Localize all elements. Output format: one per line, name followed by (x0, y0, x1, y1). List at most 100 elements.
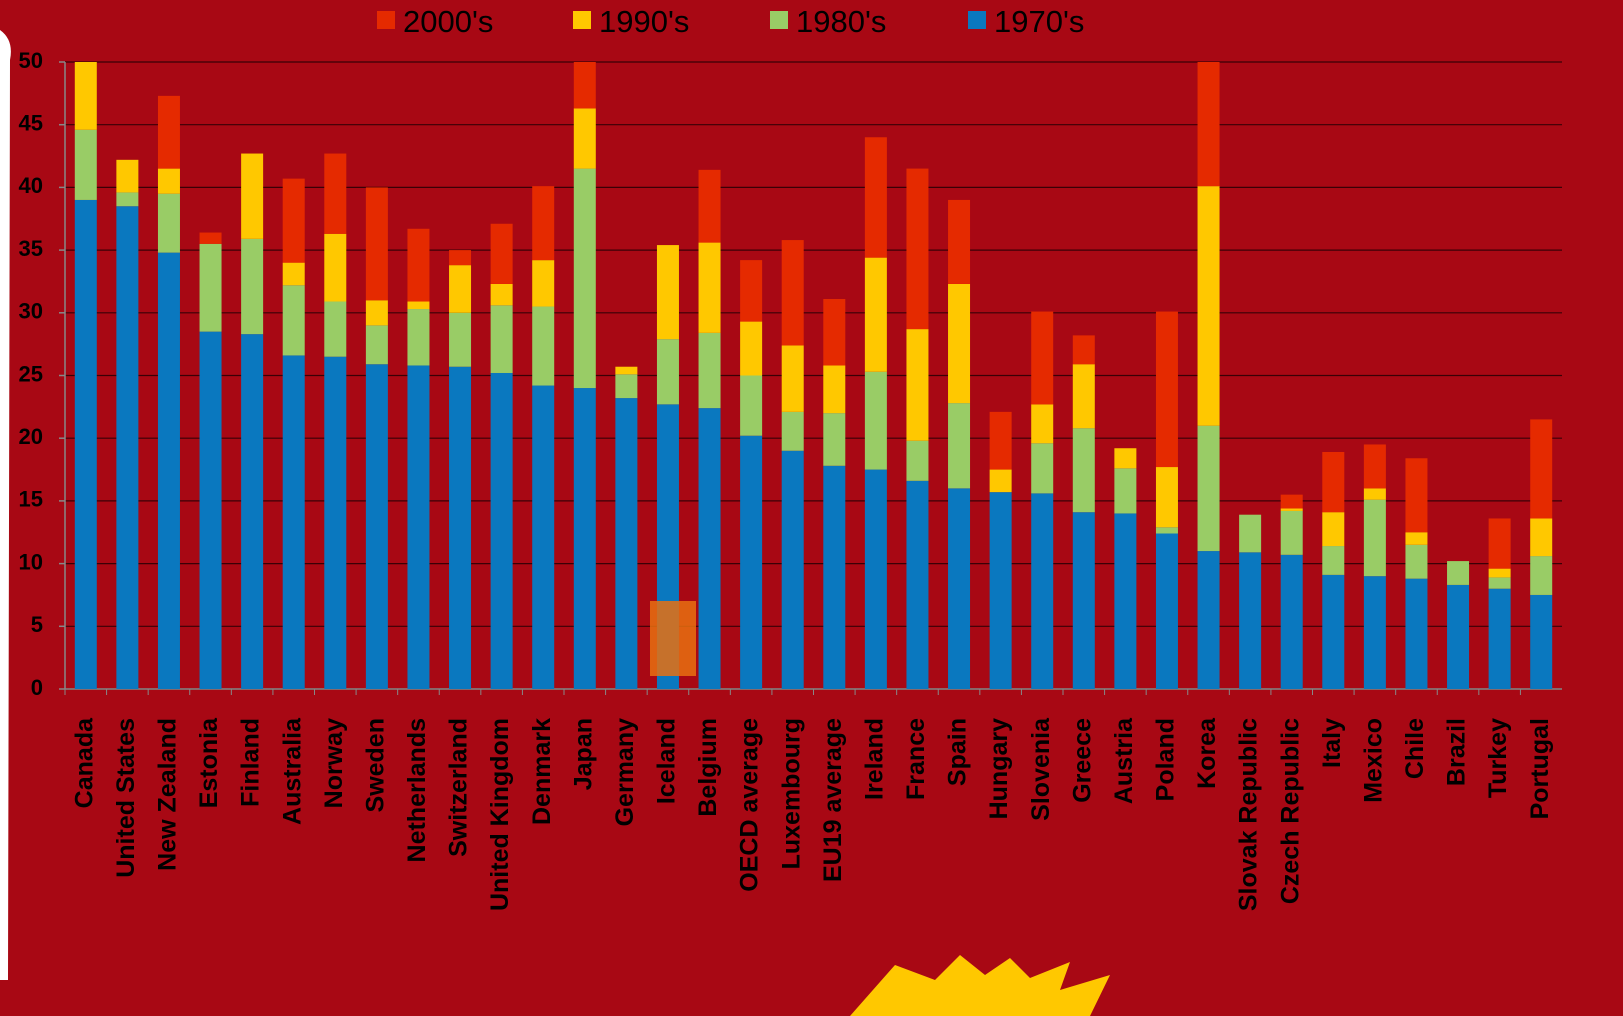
x-tick-label: Belgium (694, 718, 722, 817)
bar-segment (1072, 364, 1095, 429)
x-tick-label: Hungary (985, 718, 1013, 820)
bar-segment (282, 355, 305, 689)
bar-segment (573, 62, 596, 109)
bar-segment (1239, 514, 1262, 553)
highlight-box (650, 601, 696, 676)
x-tick-label: Germany (611, 718, 639, 826)
bar-segment (781, 450, 804, 689)
x-tick-label: Spain (944, 718, 972, 786)
bar-segment (365, 300, 388, 326)
bar-segment (1280, 494, 1303, 509)
bar-segment (1488, 577, 1511, 589)
bar-segment (1031, 443, 1054, 494)
x-tick-label: Denmark (528, 718, 556, 825)
bar-segment (1072, 428, 1095, 513)
bar-segment (948, 403, 971, 489)
bar-segment (948, 283, 971, 404)
x-tick-label: Czech Republic (1276, 718, 1304, 904)
bar-segment (989, 492, 1012, 689)
bar-segment (823, 465, 846, 689)
legend-label: 1990's (599, 4, 689, 39)
bar-segment (449, 250, 472, 266)
bar-segment (864, 371, 887, 470)
bar-segment (407, 228, 430, 302)
y-tick-label: 25 (19, 361, 43, 386)
x-tick-label: Norway (320, 718, 348, 808)
bar-segment (781, 411, 804, 451)
x-tick-label: Japan (569, 718, 597, 790)
bar-segment (532, 385, 555, 689)
bar-segment (1280, 510, 1303, 555)
x-tick-label: Estonia (195, 717, 223, 808)
bar-segment (1197, 62, 1220, 187)
bar-segment (615, 374, 638, 399)
bar-segment (74, 199, 97, 689)
bar-segment (1530, 556, 1553, 595)
bar-segment (1114, 448, 1137, 469)
bar-segment (823, 299, 846, 366)
y-tick-label: 20 (19, 424, 43, 449)
legend-label: 2000's (403, 4, 493, 39)
bar-segment (573, 168, 596, 389)
legend-label: 1980's (796, 4, 886, 39)
bar-segment (698, 332, 721, 409)
y-tick-label: 45 (19, 111, 43, 136)
bar-segment (241, 153, 264, 239)
bar-segment (241, 334, 264, 689)
bar-segment (1405, 578, 1428, 689)
y-tick-label: 30 (19, 299, 43, 324)
bar-segment (864, 137, 887, 258)
x-tick-label: United Kingdom (486, 718, 514, 911)
bar-segment (1322, 451, 1345, 513)
bar-segment (1488, 568, 1511, 578)
bar-segment (1322, 574, 1345, 689)
left-edge-decoration (0, 30, 11, 980)
bar-segment (199, 243, 222, 332)
bar-segment (1280, 508, 1303, 511)
bar-segment (906, 329, 929, 441)
x-tick-label: Portugal (1526, 718, 1554, 819)
x-tick-label: OECD average (736, 718, 764, 892)
bar-segment (490, 283, 513, 306)
bar-segment (823, 413, 846, 466)
y-tick-label: 10 (19, 549, 43, 574)
x-tick-label: Luxembourg (777, 718, 805, 869)
bar-segment (365, 364, 388, 689)
bar-segment (906, 440, 929, 481)
bar-segment (1155, 467, 1178, 528)
bar-segment (906, 480, 929, 689)
bar-segment (1031, 404, 1054, 444)
x-tick-label: Austria (1110, 717, 1138, 804)
plot: 0 5 10 15 20 25 30 35 40 45 50 Canada United States N… (19, 4, 1562, 911)
bar-segment (1155, 527, 1178, 534)
bar-segment (490, 305, 513, 373)
bar-segment (157, 95, 180, 169)
bar-segment (1405, 458, 1428, 533)
bar-segment (449, 265, 472, 313)
x-tick-label: Slovak Republic (1235, 718, 1263, 911)
bar-segment (407, 309, 430, 366)
x-tick-label: Iceland (653, 718, 681, 804)
legend-swatch (377, 11, 395, 29)
x-tick-label: Poland (1152, 718, 1180, 801)
bar-segment (740, 321, 763, 376)
bar-segment (199, 331, 222, 689)
bar-segment (324, 301, 347, 357)
bar-segment (407, 365, 430, 689)
bar-segment (157, 252, 180, 689)
x-tick-label: Greece (1068, 718, 1096, 803)
bar-segment (989, 411, 1012, 470)
y-tick-label: 5 (31, 612, 43, 637)
legend-swatch (573, 11, 591, 29)
bar-segment (1155, 533, 1178, 689)
bar-segment (1072, 512, 1095, 689)
bar-segment (241, 238, 264, 335)
bar-segment (656, 245, 679, 340)
bar-segment (282, 285, 305, 356)
bar-segment (365, 187, 388, 301)
bar-segment (282, 178, 305, 263)
bar-segment (157, 193, 180, 253)
x-tick-label: Brazil (1443, 718, 1471, 786)
bar-segment (740, 260, 763, 322)
